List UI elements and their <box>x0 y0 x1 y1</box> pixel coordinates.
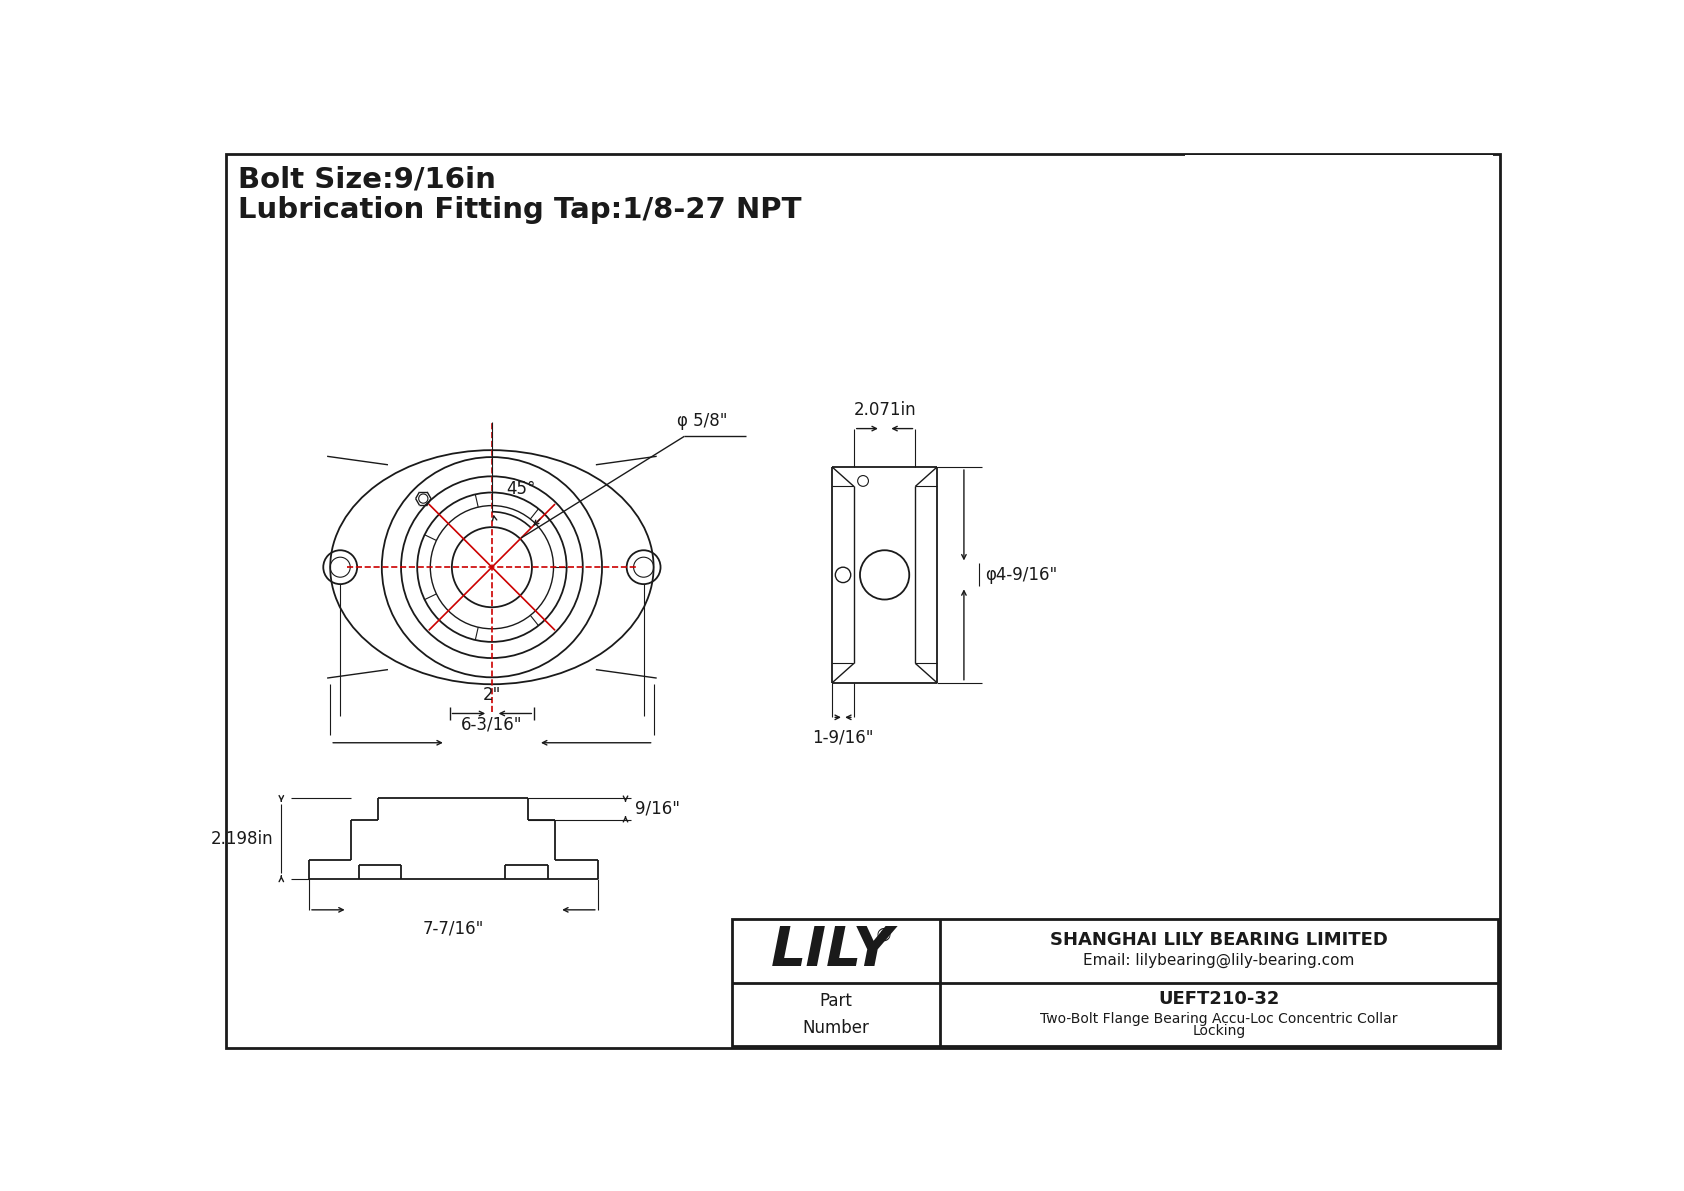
Text: UEFT210-32: UEFT210-32 <box>1159 990 1280 1008</box>
Text: 7-7/16": 7-7/16" <box>423 919 483 937</box>
Text: Bolt Size:9/16in: Bolt Size:9/16in <box>237 166 495 193</box>
Text: 1-9/16": 1-9/16" <box>812 728 874 746</box>
Text: 6-3/16": 6-3/16" <box>461 716 522 734</box>
Text: 2": 2" <box>483 686 502 704</box>
Text: ®: ® <box>876 927 893 944</box>
Text: Part
Number: Part Number <box>803 992 869 1036</box>
Text: 45°: 45° <box>505 480 536 498</box>
Text: 2.198in: 2.198in <box>210 830 273 848</box>
Text: Email: lilybearing@lily-bearing.com: Email: lilybearing@lily-bearing.com <box>1083 953 1354 968</box>
Bar <box>733 919 1497 1046</box>
Text: 2.071in: 2.071in <box>854 401 916 419</box>
Bar <box>1186 155 1494 332</box>
Text: φ 5/8": φ 5/8" <box>677 412 727 430</box>
Text: Locking: Locking <box>1192 1023 1246 1037</box>
Text: LILY: LILY <box>771 924 894 978</box>
Text: SHANGHAI LILY BEARING LIMITED: SHANGHAI LILY BEARING LIMITED <box>1049 931 1388 949</box>
Text: Two-Bolt Flange Bearing Accu-Loc Concentric Collar: Two-Bolt Flange Bearing Accu-Loc Concent… <box>1041 1012 1398 1027</box>
Text: Lubrication Fitting Tap:1/8-27 NPT: Lubrication Fitting Tap:1/8-27 NPT <box>237 197 802 224</box>
Text: φ4-9/16": φ4-9/16" <box>985 566 1058 584</box>
Text: 9/16": 9/16" <box>635 800 680 818</box>
